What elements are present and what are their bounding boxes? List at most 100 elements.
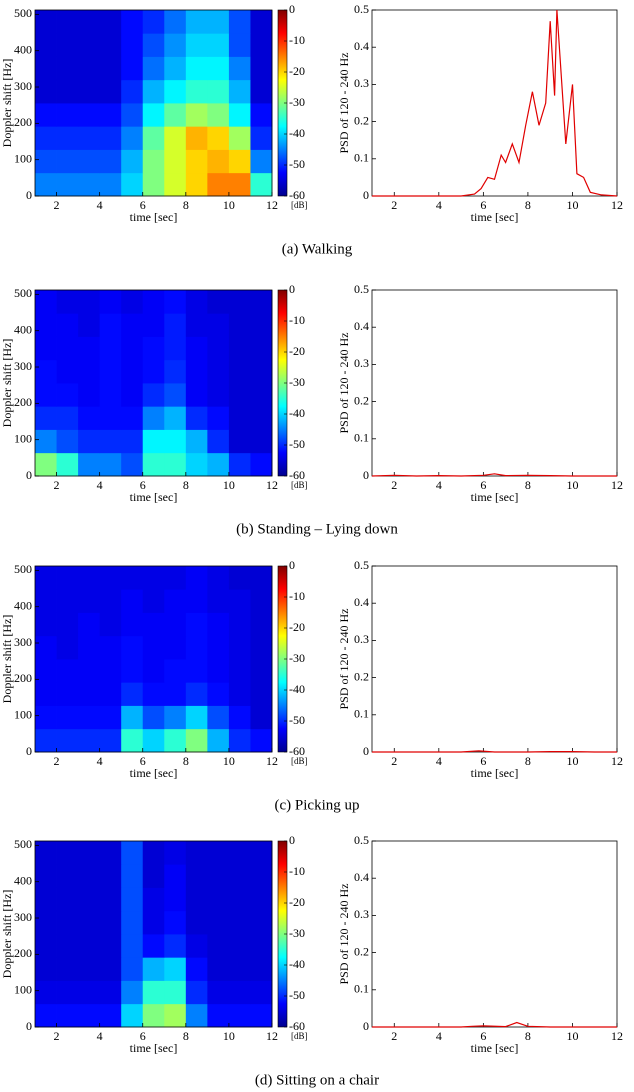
x-axis-label: time [sec]: [471, 210, 519, 224]
heatmap-cell: [35, 10, 57, 34]
x-axis-label: time [sec]: [130, 210, 178, 224]
heatmap-cell: [185, 126, 208, 150]
heatmap-cell: [250, 290, 273, 314]
heatmap-cell: [35, 429, 57, 454]
heatmap-cell: [164, 1003, 187, 1028]
heatmap-cell: [142, 635, 165, 660]
heatmap-cell: [99, 359, 122, 384]
y-tick-label: 400: [14, 598, 32, 612]
x-tick-label: 2: [54, 754, 60, 768]
psd-line: [372, 1021, 617, 1028]
heatmap-cell: [142, 841, 165, 865]
heatmap-cell: [142, 957, 165, 981]
heatmap-cell: [99, 149, 122, 174]
heatmap-cell: [207, 406, 230, 430]
heatmap-cell: [250, 336, 273, 361]
heatmap-cell: [121, 149, 144, 174]
x-tick-label: 10: [223, 754, 235, 768]
heatmap-cell: [56, 103, 79, 127]
heatmap-cell: [185, 56, 208, 81]
heatmap-cell: [185, 635, 208, 660]
heatmap-cell: [142, 452, 165, 477]
y-tick-label: 0.3: [354, 907, 369, 921]
heatmap-cell: [78, 56, 101, 81]
heatmap-cell: [99, 659, 122, 683]
heatmap-cell: [56, 10, 79, 34]
heatmap-cell: [78, 452, 101, 477]
heatmap-cell: [142, 910, 165, 935]
heatmap-cell: [56, 910, 79, 935]
heatmap-cell: [78, 659, 101, 683]
heatmap-cell: [99, 172, 122, 197]
y-tick-label: 100: [14, 431, 32, 445]
heatmap-cell: [99, 79, 122, 104]
y-tick-label: 100: [14, 707, 32, 721]
heatmap-cell: [78, 910, 101, 935]
heatmap-cell: [250, 934, 273, 958]
y-tick-label: 100: [14, 151, 32, 165]
heatmap-cell: [164, 864, 187, 888]
heatmap-cell: [78, 589, 101, 613]
heatmap-cell: [142, 612, 165, 637]
heatmap-cell: [228, 336, 251, 361]
y-tick-label: 400: [14, 322, 32, 336]
x-axis-label: time [sec]: [130, 1041, 178, 1055]
colorbar-tick-label: -50: [289, 157, 305, 171]
y-tick-label: 0: [363, 188, 369, 202]
x-axis-label: time [sec]: [130, 490, 178, 504]
x-tick-label: 10: [566, 198, 578, 212]
heatmap-cell: [207, 126, 230, 150]
heatmap-cell: [228, 659, 251, 683]
x-tick-label: 12: [611, 1029, 623, 1043]
heatmap-cell: [121, 359, 144, 384]
y-tick-label: 0: [26, 1019, 32, 1033]
heatmap-cell: [164, 980, 187, 1005]
heatmap-cell: [142, 705, 165, 730]
heatmap-cell: [142, 172, 165, 197]
y-tick-label: 200: [14, 115, 32, 129]
x-tick-label: 4: [97, 754, 103, 768]
colorbar-tick-label: -50: [289, 437, 305, 451]
heatmap-cell: [228, 589, 251, 613]
heatmap-cell: [228, 429, 251, 454]
y-tick-label: 0: [26, 188, 32, 202]
x-tick-label: 10: [566, 1029, 578, 1043]
heatmap-cell: [78, 957, 101, 981]
heatmap-cell: [142, 1003, 165, 1028]
heatmap-cell: [99, 103, 122, 127]
y-tick-label: 500: [14, 6, 32, 20]
colorbar-tick-label: 0: [289, 558, 295, 572]
heatmap-cell: [78, 383, 101, 407]
colorbar-tick-label: -40: [289, 406, 305, 420]
y-tick-label: 0.2: [354, 393, 369, 407]
x-tick-label: 8: [183, 1029, 189, 1043]
heatmap-cell: [56, 290, 79, 314]
heatmap-cell: [228, 980, 251, 1005]
colorbar-tick-label: -60: [289, 468, 305, 482]
heatmap-cell: [250, 864, 273, 888]
colorbar-label: [dB]: [291, 200, 308, 210]
heatmap-cell: [56, 126, 79, 150]
heatmap-cell: [56, 33, 79, 57]
plot-frame: [371, 9, 618, 197]
heatmap-cell: [121, 566, 144, 590]
heatmap-cell: [35, 887, 57, 912]
heatmap-cell: [207, 313, 230, 337]
heatmap-cell: [35, 103, 57, 127]
colorbar-tick-label: -30: [289, 926, 305, 940]
psd-line: [371, 473, 617, 477]
heatmap-cell: [207, 705, 230, 730]
colorbar-tick-label: -60: [289, 744, 305, 758]
heatmap-cell: [56, 406, 79, 430]
heatmap-cell: [78, 336, 101, 361]
heatmap-cell: [99, 290, 122, 314]
heatmap-cell: [121, 383, 144, 407]
heatmap-cell: [142, 56, 165, 81]
heatmap-cell: [185, 980, 208, 1005]
heatmap-cell: [78, 429, 101, 454]
y-tick-label: 0.1: [354, 431, 369, 445]
heatmap-cell: [35, 659, 57, 683]
heatmap-cell: [250, 957, 273, 981]
y-axis-label: Doppler shift [Hz]: [0, 339, 14, 428]
y-axis-label: PSD of 120 - 240 Hz: [337, 884, 351, 985]
